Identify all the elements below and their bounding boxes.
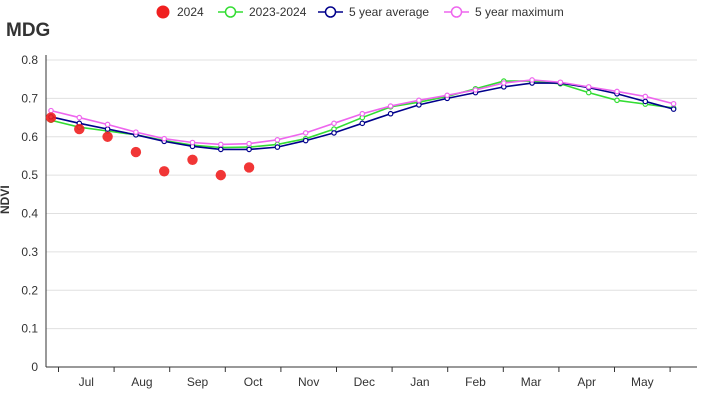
legend-line-marker-icon xyxy=(444,6,469,18)
y-tick-label: 0.6 xyxy=(21,130,38,144)
x-tick-label: Apr xyxy=(577,375,596,389)
data-point xyxy=(246,146,252,153)
y-tick-label: 0.1 xyxy=(21,322,38,336)
data-point xyxy=(614,88,620,95)
legend-item-5-year-maximum[interactable]: 5 year maximum xyxy=(444,3,564,21)
x-tick-label: Nov xyxy=(298,375,319,389)
chart-title: MDG xyxy=(6,20,51,41)
data-point xyxy=(48,107,54,114)
data-point xyxy=(302,130,309,136)
legend-item-5-year-average[interactable]: 5 year average xyxy=(318,3,429,21)
data-point xyxy=(614,97,620,104)
data-point xyxy=(387,110,394,117)
x-tick-label: Oct xyxy=(244,375,263,389)
legend-label-2024: 2024 xyxy=(177,5,204,19)
data-point xyxy=(642,93,649,100)
data-point xyxy=(246,140,252,147)
data-point xyxy=(189,139,196,146)
data-point xyxy=(161,135,168,142)
data-point xyxy=(585,89,592,96)
x-tick-label: Dec xyxy=(354,375,375,389)
data-point-2024 xyxy=(45,112,57,123)
x-tick-label: May xyxy=(631,375,654,389)
data-point-2024 xyxy=(215,169,226,181)
data-point-2024 xyxy=(74,123,85,135)
data-point-2024 xyxy=(243,162,255,173)
data-point xyxy=(133,129,139,135)
x-tick-label: Feb xyxy=(465,375,486,389)
data-point xyxy=(670,106,677,112)
data-point xyxy=(218,141,224,148)
data-point xyxy=(331,120,337,127)
legend-label-5-year-maximum: 5 year maximum xyxy=(475,5,564,19)
data-point-2024 xyxy=(159,166,170,177)
y-tick-label: 0.2 xyxy=(21,283,38,297)
y-tick-label: 0.4 xyxy=(21,207,38,221)
data-point xyxy=(472,87,479,93)
data-point-2024 xyxy=(102,131,113,142)
x-tick-label: Aug xyxy=(131,375,152,389)
y-tick-label: 0.3 xyxy=(21,245,38,259)
data-point xyxy=(500,80,507,86)
legend-label-5-year-average: 5 year average xyxy=(349,5,430,19)
legend-line-marker-icon xyxy=(218,6,243,18)
data-point-2024 xyxy=(187,154,198,165)
legend-dot-icon xyxy=(156,5,170,19)
data-point xyxy=(387,103,394,109)
data-point xyxy=(642,98,649,105)
legend-item-2023-2024[interactable]: 2023-2024 xyxy=(218,3,306,21)
data-point xyxy=(302,137,309,144)
legend-label-2023-2024: 2023-2024 xyxy=(249,5,307,19)
data-point xyxy=(218,146,224,153)
data-point xyxy=(274,144,281,150)
y-tick-label: 0.5 xyxy=(21,168,38,182)
x-tick-label: Jan xyxy=(410,375,429,389)
data-point xyxy=(444,92,451,99)
x-tick-label: Mar xyxy=(521,375,542,389)
data-point xyxy=(359,120,366,127)
data-point xyxy=(274,137,281,143)
legend-line-marker-icon xyxy=(318,6,343,18)
x-tick-label: Sep xyxy=(187,375,209,389)
data-point xyxy=(331,130,337,136)
data-point-2024 xyxy=(130,146,142,158)
y-tick-label: 0.8 xyxy=(21,53,38,67)
data-point xyxy=(104,126,111,132)
y-tick-label: 0.7 xyxy=(21,91,38,105)
data-point xyxy=(585,84,592,90)
legend-item-2024[interactable]: 2024 xyxy=(155,3,204,21)
legend: 2024 2023-2024 5 year average 5 year max… xyxy=(0,3,726,21)
data-point xyxy=(76,114,83,121)
y-tick-label: 0 xyxy=(31,360,38,374)
data-point xyxy=(416,102,422,108)
data-point xyxy=(670,100,677,107)
data-point xyxy=(104,121,111,128)
data-point xyxy=(529,77,535,83)
data-point xyxy=(416,97,422,104)
data-point xyxy=(359,110,366,117)
data-point xyxy=(557,79,564,86)
x-tick-label: Jul xyxy=(79,375,94,389)
